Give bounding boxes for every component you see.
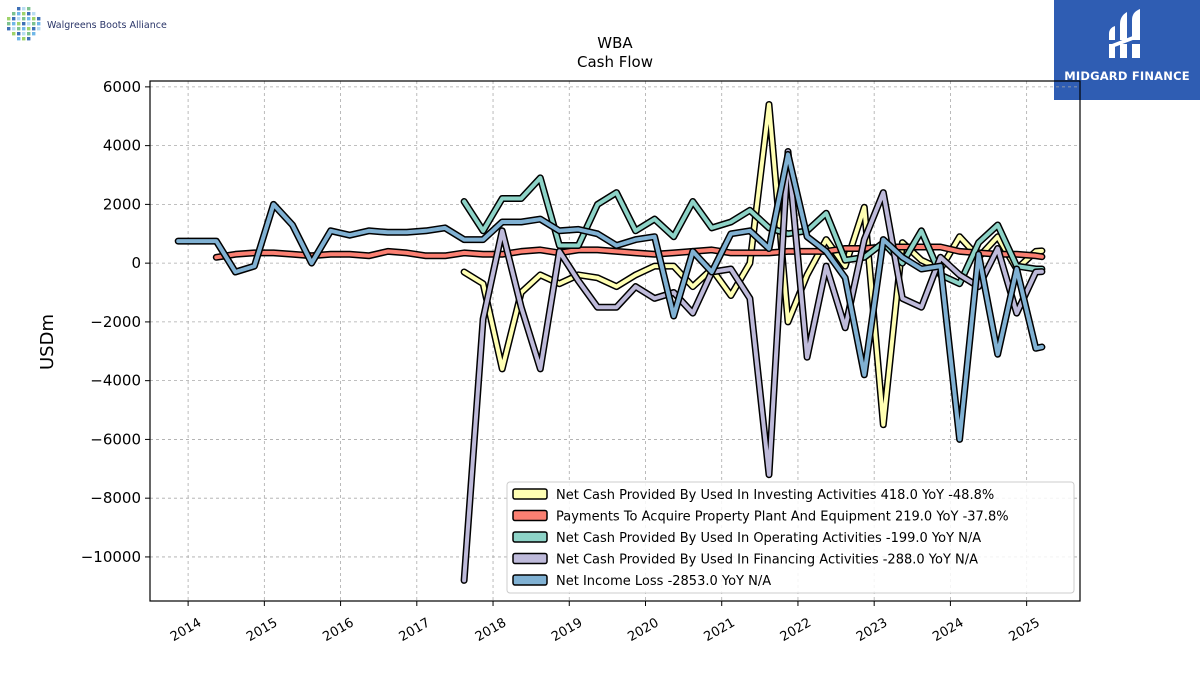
x-tick-label: 2020 (625, 615, 661, 645)
legend-box (506, 481, 1075, 594)
logo-dot (32, 27, 36, 31)
logo-dot (7, 27, 11, 31)
logo-dot (27, 17, 31, 21)
logo-dot (17, 32, 21, 36)
plot-frame (149, 80, 1081, 602)
publisher-logo-mark-icon (1108, 9, 1142, 58)
logo-dot (17, 7, 21, 11)
logo-dot (32, 12, 36, 16)
logo-dot (17, 27, 21, 31)
y-tick-label: 2000 (103, 195, 141, 213)
x-tick-label: 2016 (320, 615, 356, 645)
logo-dot (22, 32, 26, 36)
y-tick-label: −6000 (90, 430, 141, 448)
logo-dot (37, 27, 41, 31)
logo-dot (37, 17, 41, 21)
y-tick-label: 0 (131, 254, 141, 272)
logo-dot (17, 17, 21, 21)
legend-label-operating: Net Cash Provided By Used In Operating A… (556, 531, 981, 546)
logo-dot (27, 27, 31, 31)
logo-dot (22, 37, 26, 41)
series-line-net_income (176, 152, 1044, 442)
logo-dot (27, 7, 31, 11)
x-tick-label: 2015 (244, 615, 280, 645)
publisher-logo: MIDGARD FINANCE (1054, 0, 1200, 100)
legend-swatch-investing (512, 488, 548, 500)
legend-label-investing: Net Cash Provided By Used In Investing A… (556, 488, 994, 503)
chart-title: WBA (597, 34, 633, 52)
logo-dot (12, 22, 16, 26)
logo-dot (17, 37, 21, 41)
logo-dot (22, 27, 26, 31)
y-tick-label: −2000 (90, 313, 141, 331)
x-tick-label: 2019 (549, 615, 585, 645)
legend-swatch-capex (512, 509, 548, 522)
y-tick-label: −8000 (90, 489, 141, 507)
logo-dot (27, 37, 31, 41)
y-tick-label: −10000 (81, 548, 141, 566)
x-tick-label: 2023 (854, 615, 890, 645)
y-axis-label: USDm (37, 314, 58, 370)
legend-label-capex: Payments To Acquire Property Plant And E… (556, 510, 1009, 525)
series-layer (174, 101, 1046, 584)
legend: Net Cash Provided By Used In Investing A… (506, 481, 1075, 594)
x-tick-label: 2022 (778, 615, 814, 645)
company-logo-mark-icon (7, 7, 41, 41)
logo-dot (32, 22, 36, 26)
legend-label-net_income: Net Income Loss -2853.0 YoY N/A (556, 574, 771, 589)
x-tick-label: 2021 (702, 615, 738, 645)
x-tick-label: 2017 (397, 615, 433, 645)
y-tick-label: 6000 (103, 78, 141, 96)
logo-dot (22, 17, 26, 21)
x-tick-label: 2024 (930, 615, 966, 645)
series-line-operating (462, 175, 1044, 286)
logo-dot (22, 7, 26, 11)
logo-dot (17, 22, 21, 26)
legend-swatch-net_income (512, 574, 548, 586)
legend-swatch-financing (512, 552, 548, 565)
logo-dot (27, 22, 31, 26)
x-tick-label: 2025 (1006, 615, 1042, 645)
company-logo: Walgreens Boots Alliance (4, 4, 204, 44)
x-tick-label: 2014 (168, 615, 204, 645)
legend-swatch-operating (512, 531, 548, 543)
legend-label-financing: Net Cash Provided By Used In Financing A… (556, 553, 978, 568)
logo-dot (37, 22, 41, 26)
logo-dot (17, 12, 21, 16)
y-tick-label: −4000 (90, 372, 141, 390)
logo-dot (22, 12, 26, 16)
chart-subtitle: Cash Flow (577, 53, 653, 71)
series-line-financing (462, 149, 1044, 583)
logo-dot (22, 22, 26, 26)
logo-dot (12, 17, 16, 21)
logo-dot (7, 17, 11, 21)
logo-dot (12, 12, 16, 16)
logo-dot (12, 32, 16, 36)
company-logo-text: Walgreens Boots Alliance (47, 20, 167, 31)
series-line-investing (462, 102, 1044, 427)
publisher-logo-text: MIDGARD FINANCE (1064, 69, 1190, 83)
x-tick-label: 2018 (473, 615, 509, 645)
logo-dot (7, 22, 11, 26)
logo-dot (27, 12, 31, 16)
logo-dot (32, 32, 36, 36)
logo-dot (12, 27, 16, 31)
logo-dot (32, 17, 36, 21)
logo-dot (27, 32, 31, 36)
y-tick-label: 4000 (103, 137, 141, 155)
